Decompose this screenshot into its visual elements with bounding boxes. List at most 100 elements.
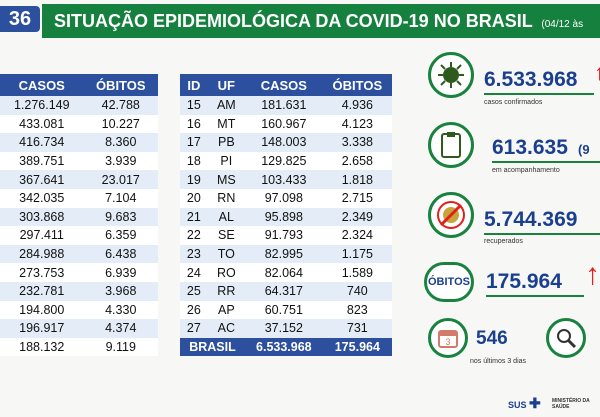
table-cell: 273.753 — [0, 263, 84, 282]
states-table-right: ID UF CASOS ÓBITOS 15 AM 181.631 4.936 16 MT 160.… — [180, 74, 392, 357]
total-cases: 6.533.968 — [244, 337, 323, 357]
table-cell: AM — [207, 96, 245, 115]
table-cell: 148.003 — [244, 133, 323, 152]
monitoring-extra: (9 — [578, 142, 590, 157]
table-cell: 4.123 — [322, 114, 392, 134]
confirmed-label: casos confirmados — [484, 99, 543, 106]
page-title: SITUAÇÃO EPIDEMIOLÓGICA DA COVID-19 NO B… — [54, 11, 533, 31]
table-cell: 3.939 — [83, 151, 158, 171]
table-row: 297.411 6.359 — [0, 226, 158, 245]
table-cell: 16 — [180, 114, 208, 134]
states-table-left: CASOS ÓBITOS 1.276.149 42.788 433.081 10.227… — [0, 74, 158, 357]
plus-icon: ✚ — [529, 395, 541, 411]
table-cell: AC — [207, 319, 245, 338]
report-date: (04/12 às — [541, 19, 584, 30]
table-cell: 1.276.149 — [0, 96, 84, 115]
table-row: 188.132 9.119 — [0, 337, 158, 357]
table-row: 284.988 6.438 — [0, 244, 158, 264]
table-cell: 6.438 — [83, 244, 158, 264]
divider — [492, 161, 600, 163]
table-cell: 2.715 — [322, 188, 392, 208]
table-cell: 194.800 — [0, 300, 84, 320]
table-cell: 367.641 — [0, 170, 84, 189]
table-cell: 91.793 — [244, 226, 323, 245]
page-number: 36 — [0, 6, 40, 32]
table-row: 367.641 23.017 — [0, 170, 158, 189]
table-cell: 389.751 — [0, 151, 84, 171]
table-row: 389.751 3.939 — [0, 151, 158, 171]
table-cell: 23.017 — [83, 170, 158, 189]
virus-icon — [428, 52, 474, 98]
table-cell: 1.589 — [322, 263, 392, 282]
table-cell: 95.898 — [244, 207, 323, 227]
table-cell: 433.081 — [0, 114, 84, 134]
table-row: 21 AL 95.898 2.349 — [180, 207, 392, 227]
monitoring-value: 613.635 — [492, 136, 568, 159]
table-cell: 23 — [180, 244, 208, 264]
table-cell: 297.411 — [0, 226, 84, 245]
table-cell: 22 — [180, 226, 208, 245]
recent-value: 546 — [476, 328, 508, 349]
table-row: 17 PB 148.003 3.338 — [180, 133, 392, 152]
table-cell: 160.967 — [244, 114, 323, 134]
column-header: CASOS — [244, 74, 323, 96]
table-cell: 3.338 — [322, 133, 392, 152]
table-cell: 17 — [180, 133, 208, 152]
up-arrow-icon: ↑ — [594, 60, 600, 85]
table-cell: RR — [207, 281, 245, 301]
table-cell: 284.988 — [0, 244, 84, 264]
table-cell: TO — [207, 244, 245, 264]
table-cell: 232.781 — [0, 281, 84, 301]
table-cell: MS — [207, 170, 245, 189]
table-cell: PB — [207, 133, 245, 152]
table-row: 416.734 8.360 — [0, 133, 158, 152]
table-cell: 6.359 — [83, 226, 158, 245]
table-cell: 60.751 — [244, 300, 323, 320]
table-cell: 42.788 — [83, 96, 158, 115]
table-row: 194.800 4.330 — [0, 300, 158, 320]
table-row: 27 AC 37.152 731 — [180, 319, 392, 338]
table-cell: 2.349 — [322, 207, 392, 227]
table-cell: 4.374 — [83, 319, 158, 338]
table-row: 24 RO 82.064 1.589 — [180, 263, 392, 282]
no-virus-icon — [428, 192, 474, 238]
table-cell: 416.734 — [0, 133, 84, 152]
table-cell: SE — [207, 226, 245, 245]
table-cell: 24 — [180, 263, 208, 282]
deaths-label: ÓBITOS — [424, 262, 474, 302]
table-row: 303.868 9.683 — [0, 207, 158, 227]
column-header: ID — [180, 74, 208, 96]
table-cell: 4.330 — [83, 300, 158, 320]
recovered-label: recuperados — [484, 238, 523, 245]
table-cell: 26 — [180, 300, 208, 320]
table-cell: 64.317 — [244, 281, 323, 301]
table-cell: 2.324 — [322, 226, 392, 245]
table-row: 22 SE 91.793 2.324 — [180, 226, 392, 245]
table-cell: 37.152 — [244, 319, 323, 338]
table-cell: 97.098 — [244, 188, 323, 208]
table-cell: 19 — [180, 170, 208, 189]
table-cell: 9.119 — [83, 337, 158, 357]
table-cell: AL — [207, 207, 245, 227]
table-cell: RO — [207, 263, 245, 282]
table-cell: MT — [207, 114, 245, 134]
table-cell: 1.818 — [322, 170, 392, 189]
table-cell: 4.936 — [322, 96, 392, 115]
table-cell: 823 — [322, 300, 392, 320]
table-row: 19 MS 103.433 1.818 — [180, 170, 392, 189]
column-header: UF — [207, 74, 245, 96]
table-cell: 27 — [180, 319, 208, 338]
divider — [486, 295, 584, 297]
table-cell: 103.433 — [244, 170, 323, 189]
calendar-icon-text: 3 — [445, 337, 450, 347]
table-row: 342.035 7.104 — [0, 188, 158, 208]
column-header: ÓBITOS — [83, 74, 158, 96]
table-cell: 196.917 — [0, 319, 84, 338]
table-row: 26 AP 60.751 823 — [180, 300, 392, 320]
table-cell: 129.825 — [244, 151, 323, 171]
column-header: CASOS — [0, 74, 84, 96]
table-row: 15 AM 181.631 4.936 — [180, 96, 392, 115]
table-cell: 8.360 — [83, 133, 158, 152]
table-cell: PI — [207, 151, 245, 171]
divider — [484, 233, 600, 235]
